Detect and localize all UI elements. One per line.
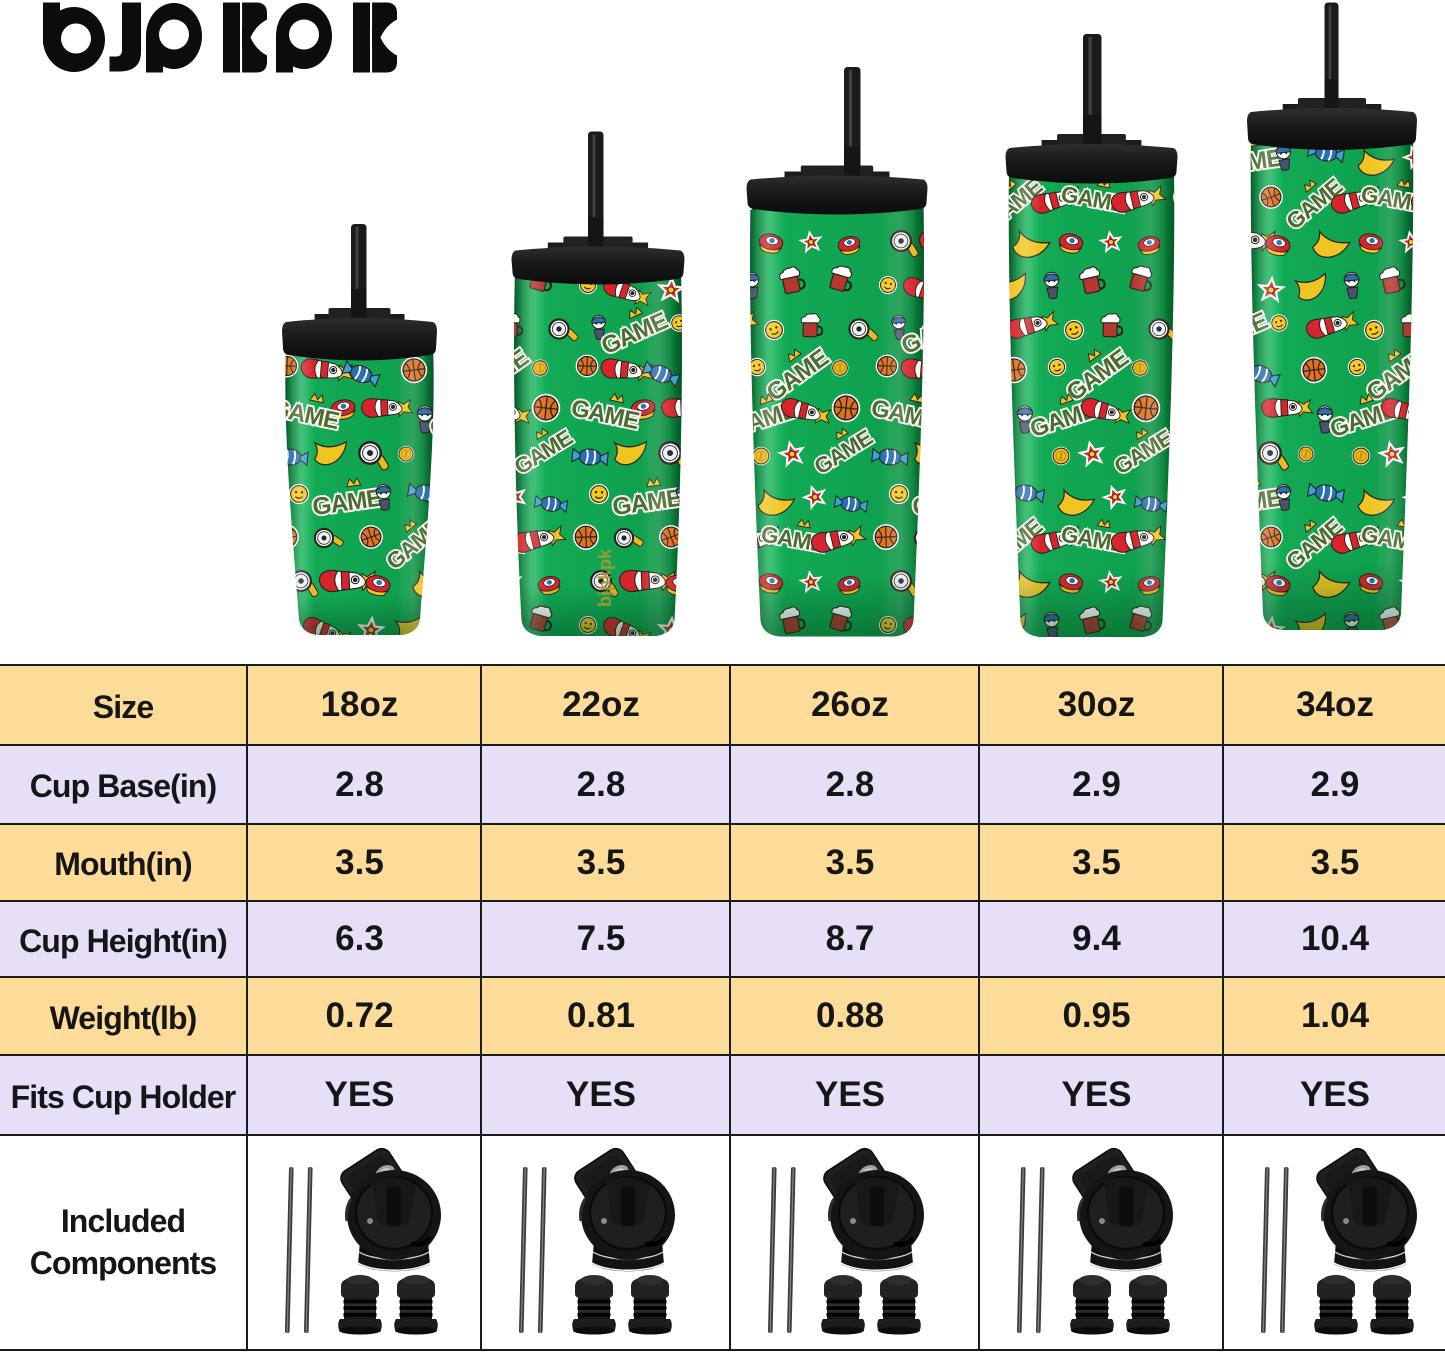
svg-text:bjpkpk: bjpkpk: [595, 548, 615, 607]
